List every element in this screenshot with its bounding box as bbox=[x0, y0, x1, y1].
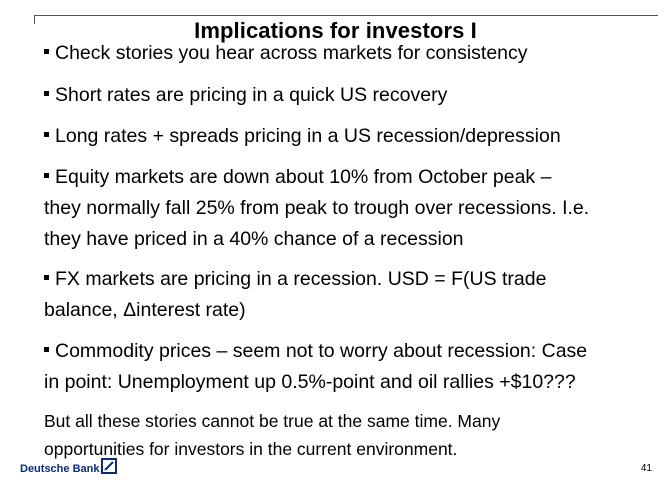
bullet-continuation-line: balance, Δinterest rate) bbox=[44, 299, 246, 321]
bullet-text: FX markets are pricing in a recession. U… bbox=[55, 268, 547, 290]
bullet-square-icon bbox=[44, 49, 49, 55]
bullet-item-6: Commodity prices – seem not to worry abo… bbox=[44, 336, 656, 398]
bullet-line: Long rates + spreads pricing in a US rec… bbox=[44, 121, 656, 152]
bullet-text: Long rates + spreads pricing in a US rec… bbox=[55, 125, 561, 147]
slide-title: Implications for investors I bbox=[194, 18, 477, 43]
bullet-line: FX markets are pricing in a recession. U… bbox=[44, 264, 656, 295]
bullet-text: Check stories you hear across markets fo… bbox=[55, 42, 528, 64]
logo-square bbox=[101, 458, 117, 474]
bullet-text: Short rates are pricing in a quick US re… bbox=[55, 84, 448, 106]
bullet-item-5: FX markets are pricing in a recession. U… bbox=[44, 264, 656, 326]
logo-slash bbox=[104, 461, 114, 471]
bullet-continuation-line: in point: Unemployment up 0.5%-point and… bbox=[44, 371, 576, 393]
bullet-item-3: Long rates + spreads pricing in a US rec… bbox=[44, 121, 656, 152]
title-frame-left-rule bbox=[34, 15, 35, 24]
bullet-square-icon bbox=[44, 132, 49, 138]
deutsche-bank-logo-icon bbox=[101, 458, 117, 474]
bullet-square-icon bbox=[44, 347, 49, 353]
bullet-continuation-line: they have priced in a 40% chance of a re… bbox=[44, 228, 464, 250]
page-number: 41 bbox=[640, 463, 652, 474]
bullet-square-icon bbox=[44, 275, 49, 281]
brand-name: Deutsche Bank bbox=[20, 463, 100, 475]
bullet-square-icon bbox=[44, 91, 49, 97]
summary-line: opportunities for investors in the curre… bbox=[44, 439, 458, 459]
bullet-line: Commodity prices – seem not to worry abo… bbox=[44, 336, 656, 367]
bullet-item-4: Equity markets are down about 10% from O… bbox=[44, 162, 656, 255]
bullet-text: Commodity prices – seem not to worry abo… bbox=[55, 340, 588, 362]
bullet-continuation-line: they normally fall 25% from peak to trou… bbox=[44, 197, 590, 219]
bullet-line: Check stories you hear across markets fo… bbox=[44, 38, 656, 69]
bullet-item-2: Short rates are pricing in a quick US re… bbox=[44, 80, 656, 111]
summary-paragraph: But all these stories cannot be true at … bbox=[44, 407, 656, 463]
bullet-text: Equity markets are down about 10% from O… bbox=[55, 166, 552, 188]
summary-line: But all these stories cannot be true at … bbox=[44, 411, 501, 431]
bullet-line: Short rates are pricing in a quick US re… bbox=[44, 80, 656, 111]
title-frame-top-rule bbox=[34, 15, 658, 16]
bullet-item-1: Check stories you hear across markets fo… bbox=[44, 38, 656, 69]
bullet-square-icon bbox=[44, 173, 49, 179]
bullet-line: Equity markets are down about 10% from O… bbox=[44, 162, 656, 193]
